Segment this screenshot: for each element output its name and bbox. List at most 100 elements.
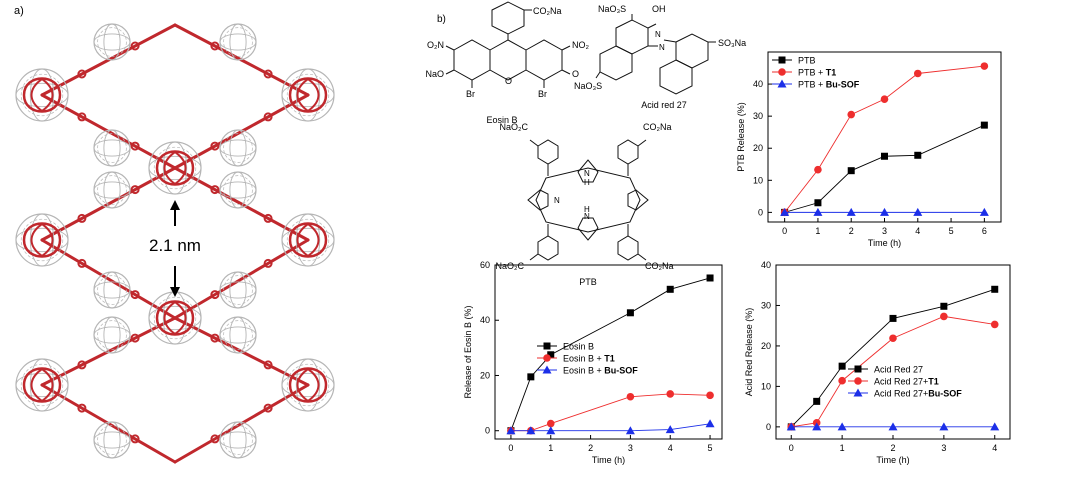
macrocycle-loop — [296, 77, 320, 113]
ptb-atom-h-bottom: H — [584, 205, 590, 214]
macrocycle-loop — [155, 300, 195, 336]
y-tick-label: 40 — [753, 79, 763, 89]
legend-marker — [543, 354, 551, 362]
linker-ring — [263, 403, 273, 413]
eosin-group-br-left: Br — [466, 89, 475, 99]
y-tick-label: 40 — [761, 260, 771, 270]
legend-label: Acid Red 27 — [874, 365, 923, 375]
linker-ring — [210, 141, 220, 151]
series-square — [781, 121, 988, 216]
distance-label: 2.1 nm — [149, 236, 201, 255]
data-point — [526, 426, 536, 435]
ptb-atom-n-left: N — [554, 196, 560, 205]
y-tick-label: 20 — [480, 370, 490, 380]
y-tick-label: 0 — [766, 422, 771, 432]
data-point — [506, 426, 516, 435]
fullerene-cage — [15, 68, 69, 122]
data-point — [666, 285, 674, 293]
pyrrole-bottom — [577, 217, 599, 241]
ptb-phenyl-tr — [617, 139, 639, 165]
data-point — [626, 392, 635, 401]
fullerene-cage — [93, 316, 131, 354]
linker-ring — [77, 112, 87, 122]
eosin-group-o2n: O₂N — [427, 40, 444, 50]
data-point — [940, 312, 948, 321]
ptb-phenyl-br — [617, 235, 639, 261]
legend-marker — [778, 56, 786, 64]
acid-red-27-structure — [595, 14, 716, 95]
legend-item: PTB — [772, 56, 816, 66]
data-point — [880, 95, 889, 103]
fullerene-cage — [15, 213, 69, 267]
y-tick-label: 20 — [753, 143, 763, 153]
data-point — [814, 199, 822, 207]
eosin-group-br-right: Br — [538, 89, 547, 99]
legend-marker — [854, 377, 862, 385]
data-point — [889, 314, 897, 322]
data-point — [547, 351, 555, 359]
x-tick-label: 3 — [628, 443, 633, 453]
eosin-atom-o-ring: O — [505, 76, 512, 86]
legend: Acid Red 27 Acid Red 27+T1 Acid Red 27+Bu-… — [848, 365, 962, 399]
linker-ring — [77, 360, 87, 370]
macrocycle-loop — [22, 77, 62, 113]
data-point — [706, 391, 714, 400]
y-tick-label: 0 — [485, 426, 490, 436]
eosin-ring-top — [491, 1, 525, 35]
legend-item: Acid Red 27+T1 — [848, 377, 939, 387]
fullerene-cage — [148, 141, 202, 195]
data-point — [665, 425, 675, 434]
ptb-name: PTB — [579, 277, 597, 287]
fullerene-cage — [281, 68, 335, 122]
series-line — [791, 315, 995, 428]
macrocycle-loop — [30, 367, 54, 403]
data-point — [813, 207, 823, 216]
fullerene-cage — [93, 421, 131, 459]
panel-label-a: a) — [14, 5, 24, 17]
y-tick-label: 10 — [761, 381, 771, 391]
plot-frame — [494, 264, 723, 440]
series-square — [787, 285, 999, 431]
fullerene-cage — [219, 171, 257, 209]
x-tick-label: 2 — [890, 443, 895, 453]
ptb-structure — [527, 139, 649, 261]
series-triangle — [506, 419, 715, 435]
acid-red-ring-4 — [659, 59, 693, 95]
fullerene-cage — [219, 316, 257, 354]
data-point — [913, 207, 923, 216]
data-point — [914, 151, 922, 159]
y-axis-label: Acid Red Release (%) — [744, 308, 754, 397]
series-line — [790, 288, 995, 428]
legend-label: Eosin B + Bu-SOF — [563, 366, 638, 376]
data-point — [846, 207, 856, 216]
legend-item: Acid Red 27+Bu-SOF — [848, 388, 962, 399]
legend-label: Eosin B + T1 — [563, 354, 615, 364]
data-point — [838, 362, 846, 370]
fullerene-cage — [219, 271, 257, 309]
y-tick-label: 40 — [480, 315, 490, 325]
data-point — [881, 152, 888, 160]
linker-ring — [77, 258, 87, 268]
legend-label: PTB + T1 — [798, 68, 836, 78]
linker-ring — [210, 333, 220, 343]
eosin-group-no2: NO₂ — [572, 40, 590, 50]
data-point — [706, 274, 714, 282]
legend-marker — [777, 79, 787, 88]
x-tick-label: 2 — [849, 226, 854, 236]
series-line — [510, 393, 711, 432]
legend: Eosin B Eosin B + T1 Eosin B + Bu-SOF — [537, 342, 638, 376]
x-tick-label: 0 — [508, 443, 513, 453]
data-point — [626, 309, 634, 317]
acid-red-group-so3na: SO₃Na — [718, 38, 746, 48]
linker-ring — [263, 112, 273, 122]
x-tick-label: 1 — [548, 443, 553, 453]
acid-red-atom-n2: N — [659, 43, 665, 52]
x-tick-label: 1 — [815, 226, 820, 236]
series-triangle — [786, 422, 1000, 431]
eosin-b-name: Eosin B — [486, 115, 517, 125]
data-point — [847, 167, 855, 175]
macrocycle-loop — [22, 222, 62, 258]
linker-ring — [210, 290, 220, 300]
eosin-b-structure — [445, 1, 571, 88]
legend-label: Acid Red 27+Bu-SOF — [874, 389, 962, 399]
